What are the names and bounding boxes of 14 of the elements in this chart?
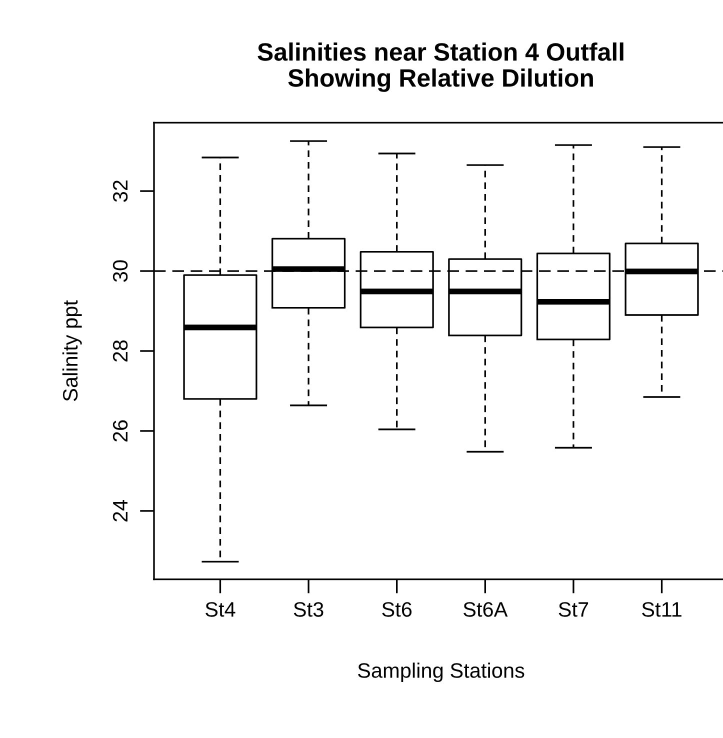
x-axis-title: Sampling Stations <box>358 662 524 682</box>
x-tick-label: St6 <box>382 602 412 617</box>
y-tick-label: 30 <box>112 260 128 282</box>
y-axis-title: Salinity ppt <box>62 300 82 402</box>
x-tick-label: St4 <box>206 602 236 617</box>
x-tick-label: St7 <box>558 602 588 617</box>
x-tick-label: St11 <box>642 602 682 617</box>
chart-title: Salinities near Station 4 Outfall Showing Relative Dilution <box>258 42 624 92</box>
y-tick-label: 32 <box>112 180 128 202</box>
y-tick-label: 28 <box>112 340 128 362</box>
y-tick-label: 26 <box>112 420 128 442</box>
y-tick-label: 24 <box>112 500 128 522</box>
x-tick-label: St6A <box>464 602 508 617</box>
x-tick-label: St3 <box>294 602 324 617</box>
